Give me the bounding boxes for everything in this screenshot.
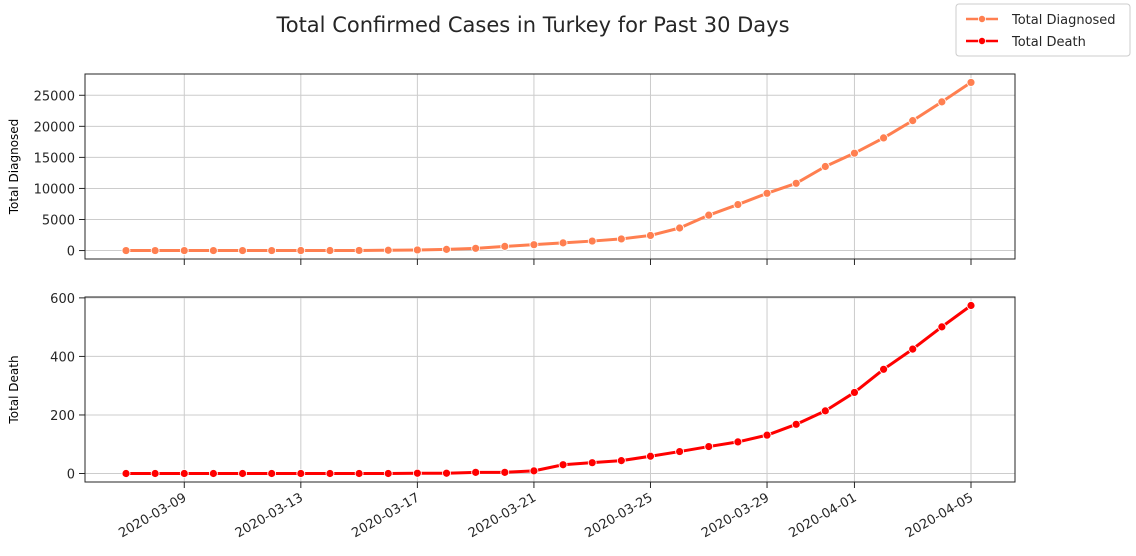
data-point-total-diagnosed [121,246,131,255]
legend-marker-total-death [978,37,987,46]
legend-marker-total-diagnosed [978,14,987,23]
data-point-total-death [354,469,364,478]
data-point-total-death [529,466,539,476]
data-point-total-death [471,467,481,477]
data-point-total-diagnosed [966,78,976,87]
data-point-total-diagnosed [791,178,801,188]
data-point-total-diagnosed [296,246,306,255]
data-point-total-diagnosed [442,244,451,254]
data-point-total-death [762,430,772,440]
data-point-total-death [616,456,626,466]
y-tick-label: 200 [50,409,75,424]
data-point-total-death [966,301,976,310]
data-point-total-diagnosed [529,240,539,250]
data-point-total-diagnosed [850,148,859,158]
data-point-total-diagnosed [209,246,218,255]
data-point-total-diagnosed [558,238,568,248]
data-point-total-death [733,437,743,447]
data-point-total-death [325,469,335,478]
x-tick-label: 2020-03-29 [699,490,772,541]
data-point-total-death [442,468,451,478]
data-point-total-death [587,458,597,468]
data-point-total-death [150,469,160,478]
data-point-total-diagnosed [908,116,918,126]
x-tick-label: 2020-03-17 [349,490,422,541]
figure-title: Total Confirmed Cases in Turkey for Past… [275,13,789,37]
data-point-total-death [121,469,131,478]
y-tick-label: 15000 [34,151,75,166]
data-point-total-death [646,451,655,461]
x-tick-label: 2020-03-09 [116,490,189,541]
y-tick-label: 400 [50,350,75,365]
data-point-total-diagnosed [238,246,247,255]
legend-item-total-death: Total Death [966,35,1086,50]
data-point-total-death [850,388,859,397]
x-tick-label: 2020-04-05 [903,490,976,541]
y-axis-title: Total Diagnosed [7,119,21,216]
data-point-total-diagnosed [762,188,772,198]
data-point-total-diagnosed [704,210,714,220]
data-point-total-diagnosed [675,223,685,233]
data-point-total-diagnosed [820,162,830,171]
data-point-total-death [908,344,918,354]
data-point-total-diagnosed [383,245,393,255]
legend-frame [955,3,1131,57]
data-point-total-death [879,364,888,374]
y-tick-label: 10000 [34,182,75,197]
data-point-total-death [820,406,830,416]
data-point-total-diagnosed [937,97,947,107]
data-point-total-death [383,469,393,478]
data-point-total-diagnosed [733,200,743,209]
axes-frame [84,296,1016,483]
data-point-total-death [500,467,510,477]
data-point-total-diagnosed [354,246,364,255]
data-point-total-death [937,322,947,332]
panel-total-diagnosed: 0 5000 10000 15000 20000 25000 Total Diagnosed [7,73,1016,265]
legend-label-total-diagnosed: Total Diagnosed [1011,13,1116,28]
data-point-total-death [675,447,685,456]
panel-total-death: 0 200 400 600 2020-03-09 2020-03-13 2020-03-17… [7,292,1016,541]
y-tick-label: 600 [50,292,75,307]
data-point-total-diagnosed [616,234,626,244]
x-tick-label: 2020-04-01 [787,490,860,541]
data-point-total-diagnosed [179,246,189,255]
x-tick-label: 2020-03-25 [583,490,656,541]
data-point-total-diagnosed [150,246,160,255]
data-point-total-diagnosed [500,241,510,251]
axes-frame [84,73,1016,260]
data-point-total-death [558,460,568,470]
data-point-total-death [209,469,218,478]
data-point-total-death [179,469,189,478]
data-point-total-diagnosed [587,236,597,246]
legend-label-total-death: Total Death [1011,35,1086,50]
series-line-total-death [124,303,973,476]
legend: Total Diagnosed Total Death [955,3,1131,57]
legend-item-total-diagnosed: Total Diagnosed [966,13,1116,28]
data-point-total-death [704,442,714,451]
data-point-total-death [296,469,306,478]
y-tick-label: 20000 [34,120,75,135]
data-point-total-diagnosed [646,231,655,240]
y-tick-label: 5000 [42,213,75,228]
x-tick-label: 2020-03-13 [233,490,306,541]
y-tick-label: 0 [67,245,75,260]
data-point-total-death [791,419,801,429]
y-tick-label: 0 [67,468,75,483]
series-line-total-diagnosed [124,80,973,253]
data-point-total-death [412,468,422,478]
y-tick-label: 25000 [34,89,75,104]
data-point-total-death [267,469,277,478]
data-point-total-death [238,469,247,478]
data-point-total-diagnosed [879,133,888,143]
data-point-total-diagnosed [267,246,277,255]
x-tick-label: 2020-03-21 [466,490,539,541]
y-axis-title: Total Death [7,355,21,424]
data-point-total-diagnosed [325,246,335,255]
data-point-total-diagnosed [471,243,481,253]
data-point-total-diagnosed [412,245,422,255]
